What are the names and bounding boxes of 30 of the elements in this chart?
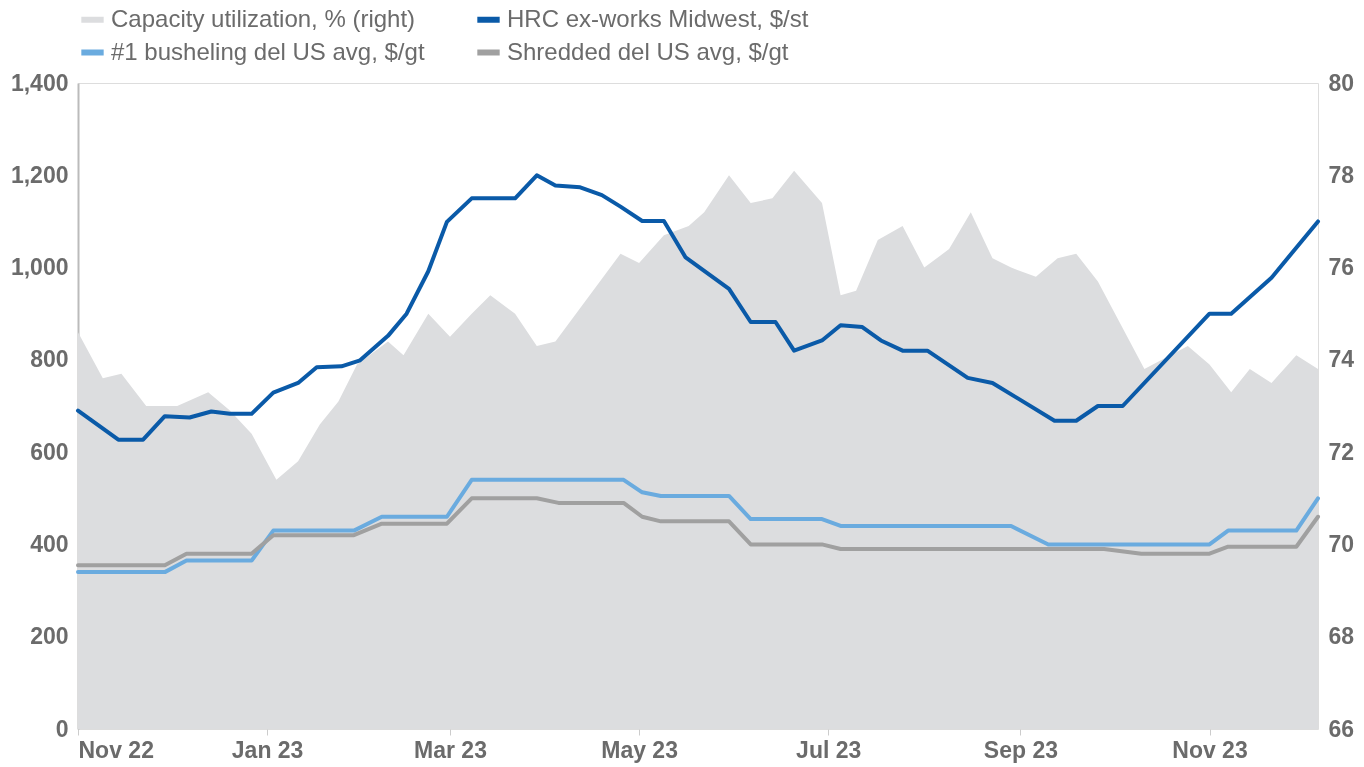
line-series bbox=[76, 496, 1320, 568]
y2-tick-label: 72 bbox=[1328, 438, 1355, 465]
legend-label: HRC ex-works Midwest, $/st bbox=[507, 4, 809, 32]
y-tick-label: 400 bbox=[30, 530, 69, 557]
line-series bbox=[76, 477, 1320, 575]
y-tick-label: 800 bbox=[30, 346, 69, 373]
y2-tick-label: 70 bbox=[1328, 530, 1355, 557]
line-series bbox=[76, 173, 1320, 442]
x-tick-label: Jan 23 bbox=[231, 736, 304, 763]
x-tick-label: Mar 23 bbox=[414, 736, 487, 763]
x-tick-label: Nov 23 bbox=[1172, 736, 1248, 763]
y-tick-label: 0 bbox=[55, 715, 69, 742]
y2-tick-label: 80 bbox=[1328, 69, 1355, 96]
legend-label: Capacity utilization, % (right) bbox=[111, 4, 416, 32]
y-tick-label: 200 bbox=[30, 623, 69, 650]
y-tick-label: 1,000 bbox=[10, 254, 69, 281]
x-tick-label: Sep 23 bbox=[983, 736, 1058, 763]
x-tick-label: Nov 22 bbox=[78, 736, 154, 763]
y-tick-label: 1,400 bbox=[10, 69, 69, 96]
y2-tick-label: 66 bbox=[1328, 715, 1355, 742]
y2-tick-label: 76 bbox=[1328, 254, 1355, 281]
y-tick-label: 1,200 bbox=[10, 161, 69, 188]
legend-label: #1 busheling del US avg, $/gt bbox=[111, 37, 425, 65]
y-tick-label: 600 bbox=[30, 438, 69, 465]
x-tick-label: Jul 23 bbox=[796, 736, 862, 763]
y2-tick-label: 68 bbox=[1328, 623, 1355, 650]
legend-label: Shredded del US avg, $/gt bbox=[507, 37, 789, 65]
x-tick-label: May 23 bbox=[601, 736, 678, 763]
y2-tick-label: 78 bbox=[1328, 161, 1355, 188]
y2-tick-label: 74 bbox=[1328, 346, 1355, 373]
